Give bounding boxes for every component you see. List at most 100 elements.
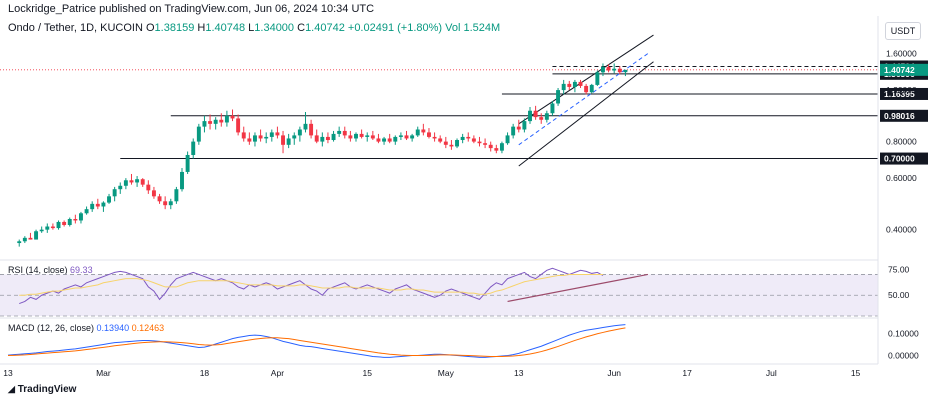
candle-body <box>50 226 55 229</box>
candle-body <box>365 135 370 137</box>
candle-body <box>219 119 224 123</box>
candle-body <box>314 135 319 142</box>
price-axis-tick-label: 0.60000 <box>886 173 917 183</box>
candle-body <box>488 144 493 149</box>
current-price-tag <box>880 63 928 76</box>
candle-body <box>460 136 465 141</box>
rsi-pane <box>0 267 878 317</box>
tradingview-brand: TradingView <box>17 384 77 395</box>
tradingview-logo-icon: ◢ <box>8 384 15 394</box>
candle-body <box>236 118 241 133</box>
candle-body <box>477 141 482 144</box>
time-axis-tick-label: 15 <box>362 368 372 378</box>
candle-body <box>168 201 173 206</box>
candle-body <box>258 135 263 139</box>
candle-body <box>180 171 184 190</box>
candle-body <box>550 103 555 114</box>
candle-body <box>612 68 617 71</box>
rsi-trendline <box>507 273 648 303</box>
candle-body <box>202 121 207 127</box>
time-axis-tick-label: Apr <box>271 368 284 378</box>
candle-body <box>224 115 229 123</box>
candle-body <box>337 130 342 134</box>
candle-body <box>303 123 308 130</box>
candle-body <box>22 237 27 242</box>
candle-body <box>62 221 67 225</box>
candle-body <box>623 69 628 73</box>
candle-body <box>157 196 162 202</box>
price-axis-tick-label: 1.20000 <box>886 85 917 95</box>
rsi-ma-line <box>19 273 603 296</box>
candle-body <box>191 141 196 155</box>
candle-body <box>533 110 538 118</box>
rsi-legend-name[interactable]: RSI (14, close) <box>8 265 68 275</box>
candle-body <box>370 135 375 139</box>
candle-body <box>196 126 201 142</box>
candle-body <box>522 121 527 130</box>
open-label: O <box>145 22 155 34</box>
candle-body <box>213 119 218 124</box>
tradingview-logo: ◢ TradingView <box>8 384 76 395</box>
candle-body <box>84 209 89 214</box>
candle-body <box>404 135 409 139</box>
candle-body <box>601 66 605 73</box>
rsi-line <box>19 267 604 305</box>
level-price-tag-label: 0.70000 <box>884 154 915 164</box>
candle-body <box>432 136 437 139</box>
rsi-axis-tick-label: 50.00 <box>888 290 910 300</box>
axes-layer: 1.60000 1.20000 0.80000 0.60000 0.40000 13 Mar… <box>0 16 919 378</box>
candle-body <box>28 237 33 240</box>
candle-body <box>382 138 387 142</box>
macd-axis-tick-label: 0.10000 <box>888 328 919 338</box>
candle-body <box>17 241 22 244</box>
time-axis-tick-label: 15 <box>851 368 861 378</box>
candle-body <box>427 132 431 137</box>
close-value: 1.40742 <box>305 22 345 34</box>
candle-body <box>269 132 274 137</box>
candle-body <box>589 84 594 93</box>
candle-body <box>516 126 521 130</box>
candle-body <box>281 135 285 145</box>
candle-body <box>348 135 353 139</box>
candle-body <box>309 123 314 136</box>
candle-body <box>511 126 516 136</box>
channel-upper-line <box>518 34 654 125</box>
macd-axis-tick-label: 0.00000 <box>888 351 919 361</box>
high-label: H <box>197 22 206 34</box>
channel-middle-line <box>518 53 649 146</box>
candle-body <box>118 185 123 190</box>
candle-body <box>584 85 589 93</box>
rsi-axis-tick-label: 75.00 <box>888 264 910 274</box>
candle-body <box>466 136 471 139</box>
candle-body <box>135 179 140 183</box>
rsi-legend: RSI (14, close) 69.33 <box>8 265 93 275</box>
candle-body <box>45 226 50 230</box>
level-price-tag-label: 1.16395 <box>884 89 915 99</box>
macd-legend-name[interactable]: MACD (12, 26, close) <box>8 323 95 333</box>
rsi-legend-value: 69.33 <box>70 265 93 275</box>
candle-body <box>230 115 235 119</box>
candle-body <box>376 138 381 142</box>
candle-body <box>253 135 257 142</box>
candle-body <box>572 81 577 87</box>
candle-body <box>556 90 561 104</box>
candle-body <box>331 133 336 141</box>
candle-body <box>443 141 448 145</box>
candle-body <box>528 110 532 122</box>
candle-body <box>359 133 364 137</box>
candle-body <box>567 83 572 87</box>
currency-unit-button[interactable]: USDT <box>885 22 921 40</box>
high-value: 1.40748 <box>205 22 246 34</box>
level-price-tag-label: 0.98016 <box>884 111 915 121</box>
candle-body <box>595 72 600 85</box>
candle-body <box>107 196 111 203</box>
level-price-tag <box>880 87 928 100</box>
candle-body <box>185 154 190 172</box>
symbol-name[interactable]: Ondo / Tether, 1D, KUCOIN <box>8 22 143 34</box>
candle-body <box>561 83 566 91</box>
candle-body <box>606 66 611 71</box>
candle-body <box>123 180 128 186</box>
candle-body <box>275 132 280 136</box>
time-axis-tick-label: 17 <box>682 368 692 378</box>
